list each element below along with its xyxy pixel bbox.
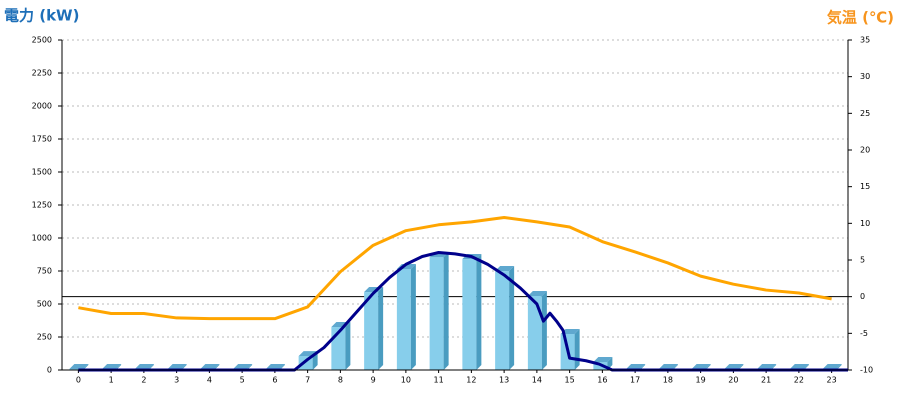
bar [495, 271, 510, 370]
x-tick-label: 3 [174, 376, 179, 385]
bar-top [691, 364, 711, 369]
line [78, 251, 848, 372]
y-tick-label: 2500 [32, 36, 52, 45]
bar-top [626, 364, 646, 369]
y2-tick-label: 0 [860, 292, 865, 301]
x-tick-label: 10 [401, 376, 411, 385]
x-tick-label: 22 [794, 376, 804, 385]
x-tick-label: 6 [272, 376, 277, 385]
x-tick-label: 4 [207, 376, 212, 385]
y-axis-title: 電力 (kW) [4, 7, 79, 25]
y2-tick-label: 20 [860, 146, 870, 155]
y-tick-label: 250 [37, 333, 52, 342]
bar-top [167, 364, 187, 369]
bar-top [102, 364, 122, 369]
bar-top [560, 329, 580, 335]
y2-tick-label: 35 [860, 36, 870, 45]
bar-top [527, 291, 547, 297]
y-tick-label: 2000 [32, 102, 52, 111]
x-tick-label: 9 [371, 376, 376, 385]
bar-side [378, 287, 384, 370]
bar-side [443, 252, 449, 370]
x-tick-label: 14 [532, 376, 542, 385]
bar-top [724, 364, 744, 369]
y-tick-label: 500 [37, 300, 52, 309]
x-tick-label: 23 [827, 376, 837, 385]
x-tick-label: 2 [141, 376, 146, 385]
bar [527, 296, 542, 370]
bar [429, 257, 444, 370]
x-tick-label: 20 [728, 376, 738, 385]
x-tick-label: 17 [630, 376, 640, 385]
bar-top [69, 364, 89, 369]
bar-top [200, 364, 220, 369]
bar-top [593, 357, 613, 363]
bar-top [265, 364, 285, 369]
x-tick-label: 15 [565, 376, 575, 385]
bar [396, 268, 411, 370]
y-tick-label: 1250 [32, 201, 52, 210]
x-tick-label: 11 [434, 376, 444, 385]
bar-side [345, 322, 351, 370]
y-tick-label: 1500 [32, 168, 52, 177]
x-tick-label: 18 [663, 376, 673, 385]
x-tick-label: 0 [76, 376, 81, 385]
x-tick-label: 21 [761, 376, 771, 385]
bar-top [658, 364, 678, 369]
bar-top [495, 266, 515, 272]
y2-axis-title: 気温 (℃) [827, 9, 894, 27]
y-tick-label: 2250 [32, 69, 52, 78]
x-tick-label: 1 [109, 376, 114, 385]
y-tick-label: 0 [47, 366, 52, 375]
x-tick-label: 8 [338, 376, 343, 385]
y2-tick-label: -10 [860, 366, 873, 375]
y2-tick-label: 25 [860, 109, 870, 118]
y2-tick-label: 10 [860, 219, 870, 228]
bar-side [509, 266, 515, 370]
bar-top [233, 364, 253, 369]
bar-top [789, 364, 809, 369]
bar [462, 259, 477, 370]
bar-side [574, 329, 580, 370]
bar-top [757, 364, 777, 369]
bar-side [541, 291, 547, 370]
x-tick-label: 16 [597, 376, 607, 385]
y-tick-label: 750 [37, 267, 52, 276]
line [78, 215, 832, 321]
x-tick-label: 19 [696, 376, 706, 385]
x-tick-label: 7 [305, 376, 310, 385]
y2-tick-label: 5 [860, 256, 865, 265]
y2-tick-label: -5 [860, 329, 868, 338]
x-tick-label: 5 [240, 376, 245, 385]
x-tick-label: 13 [499, 376, 509, 385]
y2-tick-label: 15 [860, 182, 870, 191]
bar-top [134, 364, 154, 369]
bar-side [410, 263, 416, 370]
bar-side [476, 254, 482, 370]
y-tick-label: 1000 [32, 234, 52, 243]
y-tick-label: 1750 [32, 135, 52, 144]
bar-top [822, 364, 842, 369]
bar [364, 292, 379, 370]
y2-tick-label: 30 [860, 72, 870, 81]
x-tick-label: 12 [466, 376, 476, 385]
